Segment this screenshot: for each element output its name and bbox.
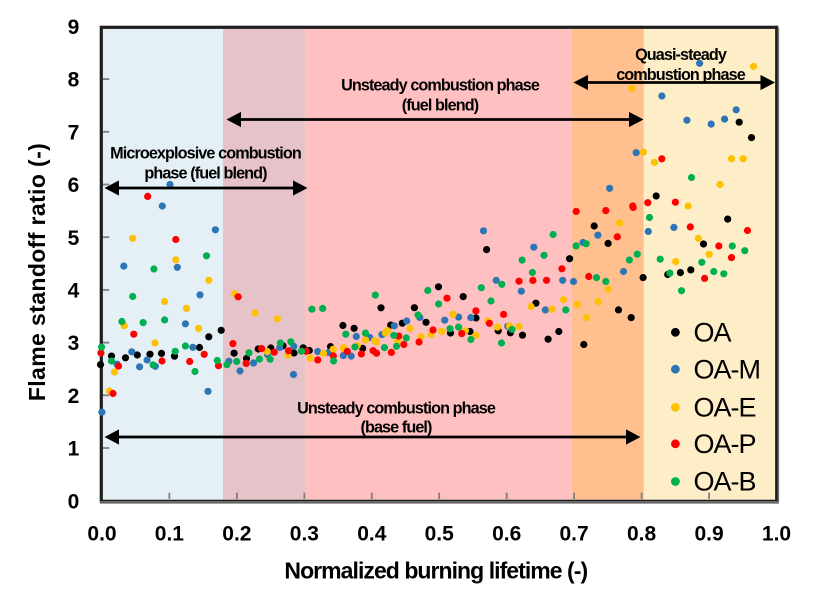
svg-text:OA: OA: [694, 318, 732, 348]
svg-text:Quasi-steady: Quasi-steady: [635, 46, 727, 64]
svg-text:OA-M: OA-M: [694, 354, 761, 384]
svg-text:0.4: 0.4: [357, 523, 387, 546]
svg-text:0.0: 0.0: [87, 523, 116, 546]
svg-text:0.8: 0.8: [627, 523, 657, 546]
svg-text:1.0: 1.0: [762, 523, 791, 546]
svg-text:0.9: 0.9: [694, 523, 723, 546]
svg-text:4: 4: [68, 280, 80, 303]
svg-text:0.6: 0.6: [492, 523, 521, 546]
svg-text:3: 3: [68, 332, 80, 355]
svg-text:OA-P: OA-P: [694, 429, 756, 459]
svg-text:phase (fuel blend): phase (fuel blend): [144, 164, 267, 182]
svg-text:9: 9: [68, 16, 80, 39]
svg-text:7: 7: [68, 121, 80, 144]
svg-text:0.1: 0.1: [155, 523, 185, 546]
svg-text:Unsteady combustion phase: Unsteady combustion phase: [341, 77, 540, 95]
svg-text:Unsteady combustion phase: Unsteady combustion phase: [297, 399, 496, 417]
svg-text:0.7: 0.7: [559, 523, 588, 546]
svg-text:Microexplosive combustion: Microexplosive combustion: [110, 144, 301, 162]
svg-text:0.3: 0.3: [290, 523, 319, 546]
svg-text:8: 8: [68, 69, 80, 92]
svg-text:5: 5: [68, 227, 80, 250]
svg-text:0.2: 0.2: [222, 523, 251, 546]
svg-text:combustion phase: combustion phase: [616, 66, 746, 84]
svg-text:Flame standoff ratio (-): Flame standoff ratio (-): [24, 143, 50, 401]
svg-text:(fuel blend): (fuel blend): [402, 97, 479, 115]
svg-text:OA-B: OA-B: [694, 467, 756, 497]
svg-text:0.5: 0.5: [425, 523, 455, 546]
svg-text:0: 0: [68, 490, 80, 513]
svg-text:6: 6: [68, 174, 80, 197]
svg-text:OA-E: OA-E: [694, 393, 756, 423]
svg-text:(base fuel): (base fuel): [360, 418, 432, 436]
svg-text:2: 2: [68, 385, 80, 408]
svg-text:Normalized burning lifetime (-: Normalized burning lifetime (-): [284, 558, 587, 584]
svg-text:1: 1: [68, 438, 80, 461]
